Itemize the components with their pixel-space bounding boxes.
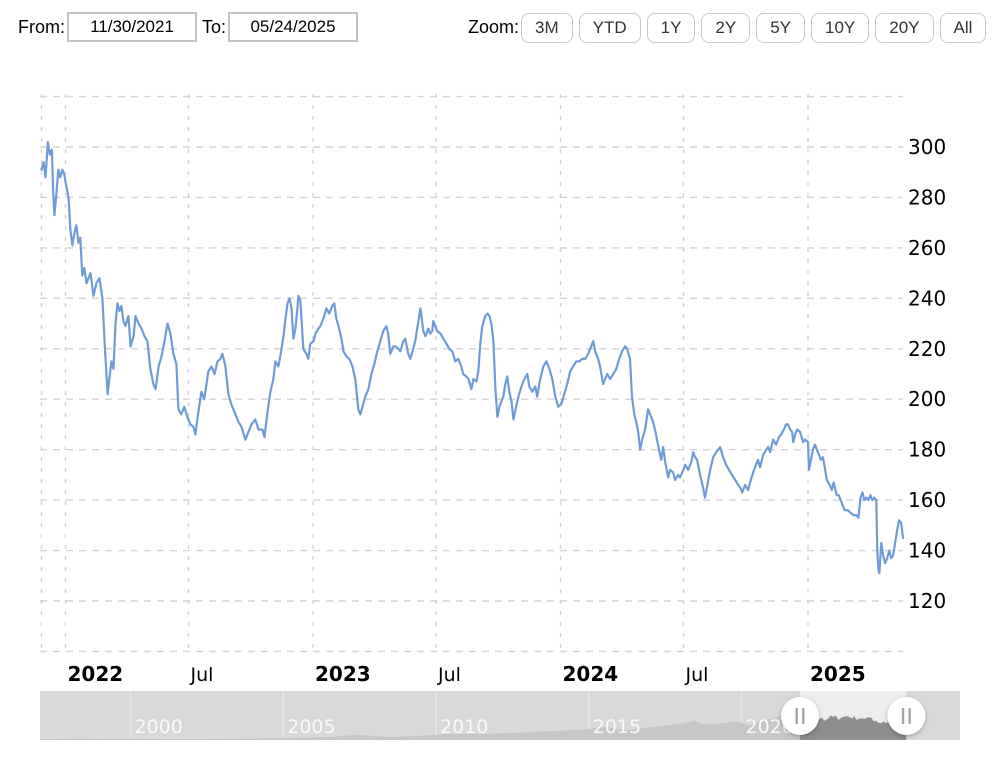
- from-label: From:: [18, 17, 65, 37]
- zoom-button-1y[interactable]: 1Y: [646, 13, 696, 43]
- zoom-label: Zoom:: [468, 17, 520, 37]
- y-axis-label: 180: [908, 438, 946, 462]
- y-axis-label: 160: [908, 488, 946, 512]
- zoom-button-group: 3M YTD 1Y 2Y 5Y 10Y 20Y All: [521, 13, 987, 43]
- x-axis-label: Jul: [190, 664, 214, 686]
- axis-layer: 300 280 260 240 220 200 180 160 140 120 2022 Jul 202…: [68, 135, 947, 686]
- zoom-button-all[interactable]: All: [939, 13, 987, 43]
- navigator-history-area: [40, 710, 801, 740]
- x-axis-label: 2022: [68, 662, 124, 686]
- navigator-year-label: 2010: [440, 716, 488, 738]
- x-axis-label: 2025: [810, 662, 866, 686]
- range-navigator[interactable]: 2000 2005 2010 2015 2020: [39, 691, 960, 740]
- navigator-year-label: 2005: [287, 716, 335, 738]
- series-layer: [40, 140, 905, 575]
- to-label: To:: [202, 17, 227, 37]
- price-line-series: [40, 140, 905, 575]
- zoom-button-20y[interactable]: 20Y: [875, 13, 934, 43]
- zoom-button-2y[interactable]: 2Y: [701, 13, 751, 43]
- handle-grip-icon: [795, 708, 798, 724]
- y-axis-label: 120: [908, 589, 946, 613]
- x-axis-label: 2024: [563, 662, 619, 686]
- y-axis-label: 260: [908, 236, 946, 260]
- y-axis-label: 200: [908, 387, 946, 411]
- x-axis-label: Jul: [437, 664, 461, 686]
- from-date-input[interactable]: [67, 12, 197, 42]
- handle-circle[interactable]: [781, 697, 820, 735]
- to-date-input[interactable]: [228, 12, 358, 42]
- handle-grip-icon: [901, 708, 905, 724]
- y-axis-label: 300: [908, 135, 946, 159]
- zoom-button-3m[interactable]: 3M: [521, 13, 573, 43]
- zoom-button-5y[interactable]: 5Y: [756, 13, 806, 43]
- navigator-right-handle[interactable]: [887, 697, 926, 735]
- y-axis-label: 280: [908, 185, 946, 209]
- x-axis-label: 2023: [315, 662, 371, 686]
- navigator-selected-area: [800, 710, 907, 740]
- handle-grip-icon: [802, 708, 805, 724]
- navigator-year-label: 2020: [746, 716, 794, 738]
- y-axis-label: 220: [908, 337, 946, 361]
- y-axis-label: 240: [908, 286, 946, 310]
- zoom-button-ytd[interactable]: YTD: [578, 13, 641, 43]
- navigator-year-label: 2015: [593, 716, 641, 738]
- handle-grip-icon: [908, 708, 911, 724]
- grid-layer: [40, 94, 903, 653]
- navigator-left-handle[interactable]: [781, 697, 820, 735]
- handle-circle[interactable]: [887, 697, 926, 735]
- navigator-year-label: 2000: [135, 716, 183, 738]
- x-axis-label: Jul: [685, 664, 709, 686]
- zoom-button-10y[interactable]: 10Y: [811, 13, 870, 43]
- y-axis-label: 140: [908, 539, 946, 563]
